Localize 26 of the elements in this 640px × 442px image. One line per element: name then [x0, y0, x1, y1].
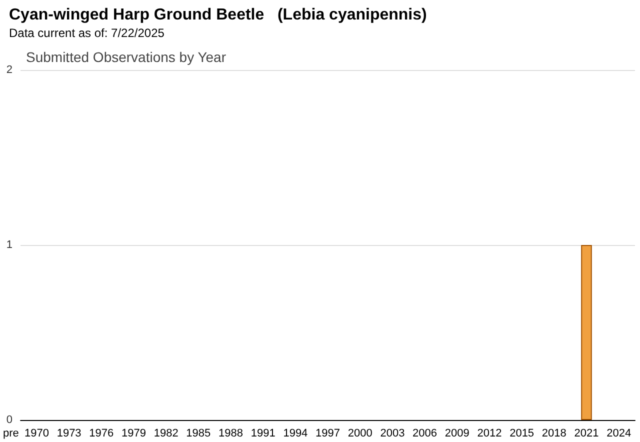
x-tick-label: 2003 — [380, 428, 405, 440]
x-tick-label: pre — [2, 428, 19, 440]
x-tick-label: 1982 — [154, 428, 178, 440]
x-tick-label: 2024 — [606, 428, 632, 440]
x-tick-label: 1970 — [24, 428, 49, 440]
x-tick-label: 2015 — [510, 428, 534, 440]
x-tick-label: 1991 — [250, 428, 276, 440]
x-tick-label: 1997 — [316, 428, 340, 440]
y-tick-label: 1 — [6, 239, 13, 251]
x-tick-label: 1988 — [218, 428, 243, 440]
x-tick-label: 2018 — [542, 428, 566, 440]
x-tick-label: 1979 — [122, 428, 146, 440]
y-tick-label: 2 — [6, 64, 13, 76]
x-tick-label: 2000 — [348, 428, 372, 440]
y-tick-label: 0 — [6, 414, 13, 426]
x-tick-label: 2006 — [412, 428, 438, 440]
text: Submitted Observations by Year — [26, 49, 226, 65]
x-tick-label: 2012 — [477, 428, 502, 440]
x-tick-label: 1985 — [186, 428, 211, 440]
chart-subtitle: Data current as of: 7/22/2025 — [9, 26, 165, 40]
x-tick-label: 1973 — [56, 428, 82, 440]
x-tick-label: 2009 — [444, 428, 470, 440]
chart-title: Cyan-winged Harp Ground Beetle (Lebia cyanipennis) — [9, 6, 427, 24]
x-tick-label: 2021 — [574, 428, 599, 440]
x-tick-label: 1976 — [89, 428, 114, 440]
x-tick-label: 1994 — [283, 428, 308, 440]
